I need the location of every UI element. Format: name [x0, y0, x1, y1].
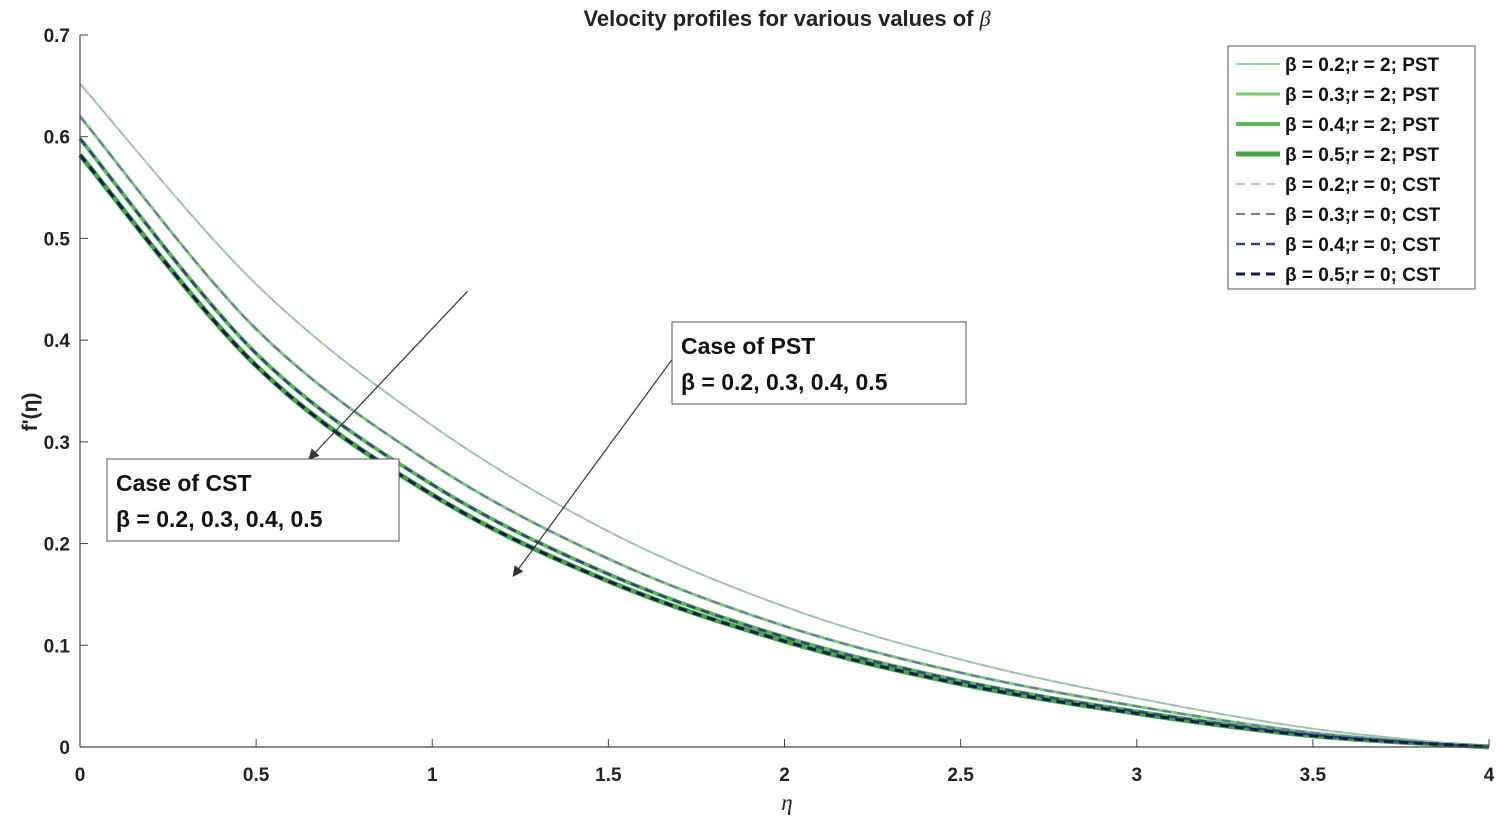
x-axis-label: η — [781, 790, 792, 815]
series-line-7 — [79, 137, 1490, 749]
x-tick-label: 2 — [779, 765, 790, 786]
y-tick-label: 0.2 — [44, 535, 70, 556]
legend-label: β = 0.3;r = 0; CST — [1285, 205, 1441, 226]
series-line-8 — [78, 154, 1490, 749]
y-tick-label: 0.3 — [44, 433, 70, 454]
x-tick-label: 3.5 — [1300, 765, 1327, 786]
x-tick-label: 4 — [1484, 765, 1495, 786]
annotation-box — [671, 321, 967, 405]
legend-label: β = 0.5;r = 2; PST — [1285, 145, 1440, 166]
x-tick-label: 0.5 — [243, 765, 270, 786]
legend-box — [1227, 45, 1476, 290]
legend: β = 0.2;r = 2; PST β = 0.3;r = 2; PST β = … — [1227, 45, 1476, 290]
x-ticks: 0 0.5 1 1.5 2 2.5 3 3.5 4 — [75, 739, 1495, 786]
annotation-arrow — [512, 349, 680, 577]
series-line-2 — [78, 115, 1490, 749]
y-ticks: 0 0.1 0.2 0.3 0.4 0.5 0.6 0.7 — [44, 26, 88, 759]
annotation-cst: Case of CST β = 0.2, 0.3, 0.4, 0.5 — [106, 290, 468, 542]
annotation-box — [106, 458, 400, 542]
legend-label: β = 0.5;r = 0; CST — [1285, 265, 1441, 286]
chart-title: Velocity profiles for various values of … — [583, 6, 990, 31]
y-tick-label: 0.4 — [44, 331, 71, 352]
annotation-arrow — [308, 290, 468, 460]
y-tick-label: 0.5 — [44, 229, 71, 250]
annotation-text: Case of PST — [681, 333, 815, 359]
legend-label: β = 0.2;r = 0; CST — [1285, 175, 1441, 196]
legend-label: β = 0.4;r = 0; CST — [1285, 235, 1441, 256]
annotation-text: Case of CST — [116, 470, 251, 496]
legend-label: β = 0.3;r = 2; PST — [1285, 85, 1440, 106]
y-tick-label: 0.7 — [44, 26, 70, 47]
annotation-text: β = 0.2, 0.3, 0.4, 0.5 — [116, 506, 323, 532]
y-tick-label: 0.1 — [44, 636, 71, 657]
x-tick-label: 2.5 — [947, 765, 974, 786]
y-tick-label: 0 — [59, 738, 70, 759]
y-axis-label: f'(η) — [19, 393, 42, 432]
x-tick-label: 3 — [1131, 765, 1142, 786]
series-line-5 — [79, 83, 1490, 748]
legend-label: β = 0.2;r = 2; PST — [1285, 55, 1440, 76]
legend-label: β = 0.4;r = 2; PST — [1285, 115, 1440, 136]
series-group — [78, 83, 1490, 750]
x-tick-label: 1 — [427, 765, 438, 786]
x-tick-label: 1.5 — [595, 765, 622, 786]
annotation-text: β = 0.2, 0.3, 0.4, 0.5 — [681, 369, 888, 395]
plot-area: 0 0.5 1 1.5 2 2.5 3 3.5 4 0 0.1 0.2 0.3 0.4 0.5 0.6 0.7 — [44, 26, 1495, 786]
y-tick-label: 0.6 — [44, 128, 70, 149]
x-tick-label: 0 — [75, 765, 86, 786]
annotation-pst: Case of PST β = 0.2, 0.3, 0.4, 0.5 — [512, 321, 967, 577]
